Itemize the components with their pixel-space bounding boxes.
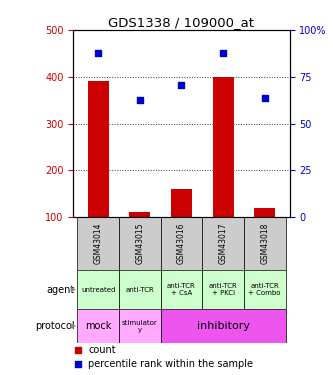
Text: untreated: untreated: [81, 286, 116, 292]
Text: anti-TCR
+ PKCi: anti-TCR + PKCi: [209, 283, 237, 296]
Title: GDS1338 / 109000_at: GDS1338 / 109000_at: [109, 16, 254, 29]
Bar: [244, 270, 286, 309]
Text: protocol: protocol: [35, 321, 75, 331]
Point: [137, 97, 143, 103]
Text: count: count: [89, 345, 116, 355]
Text: mock: mock: [85, 321, 112, 331]
Bar: [78, 270, 119, 309]
Bar: [171, 189, 192, 217]
Text: GSM43018: GSM43018: [260, 223, 269, 264]
Bar: [78, 217, 119, 270]
Bar: [130, 213, 150, 217]
Text: GSM43015: GSM43015: [135, 223, 145, 264]
Bar: [88, 81, 109, 217]
Text: inhibitory: inhibitory: [196, 321, 250, 331]
Point: [75, 361, 80, 367]
Point: [262, 95, 267, 101]
Text: anti-TCR
+ Combo: anti-TCR + Combo: [248, 283, 281, 296]
Bar: [161, 217, 202, 270]
Bar: [161, 270, 202, 309]
Bar: [244, 217, 286, 270]
Bar: [213, 77, 233, 217]
Text: GSM43016: GSM43016: [177, 223, 186, 264]
Text: GSM43014: GSM43014: [94, 223, 103, 264]
Bar: [202, 217, 244, 270]
Text: stimulator
y: stimulator y: [122, 320, 158, 333]
Point: [220, 50, 226, 56]
Bar: [119, 309, 161, 343]
Text: agent: agent: [46, 285, 75, 294]
Text: anti-TCR: anti-TCR: [126, 286, 154, 292]
Text: percentile rank within the sample: percentile rank within the sample: [89, 359, 253, 369]
Point: [75, 347, 80, 353]
Bar: [161, 309, 286, 343]
Bar: [119, 270, 161, 309]
Bar: [254, 208, 275, 217]
Point: [179, 82, 184, 88]
Text: anti-TCR
+ CsA: anti-TCR + CsA: [167, 283, 196, 296]
Bar: [78, 309, 119, 343]
Text: GSM43017: GSM43017: [218, 223, 228, 264]
Bar: [202, 270, 244, 309]
Bar: [119, 217, 161, 270]
Point: [96, 50, 101, 56]
